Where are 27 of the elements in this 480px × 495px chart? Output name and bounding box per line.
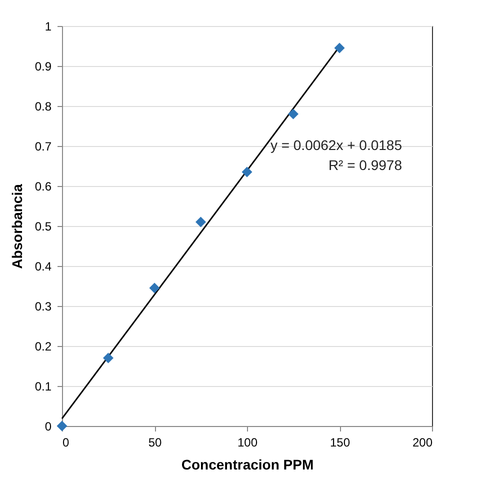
point [103,352,114,364]
y-tick-label: 0.5 [34,220,52,234]
y-tick-label: 0 [44,420,52,434]
x-tick-label: 100 [237,436,258,450]
y-tick-label: 0.2 [34,340,52,354]
point [196,216,206,228]
annotation: R² = 0.9978 [328,157,402,173]
x-tick-label: 150 [330,436,350,450]
point [149,282,160,294]
y-tick-label: 0.9 [34,60,52,74]
y-tick-label: 0.1 [34,380,52,394]
point [56,420,68,432]
x-tick-label: 0 [62,436,70,450]
annotation: y = 0.0062x + 0.0185 [270,137,402,153]
x-tick-label: 50 [148,436,162,450]
x-tick-label: 200 [412,436,433,450]
y-tick-label: 0.3 [34,300,52,314]
y-tick-label: 1 [44,20,52,34]
y-tick-label: 0.6 [34,180,52,194]
y-tick-label: 0.4 [34,260,52,274]
y-tick-label: 0.8 [34,100,52,114]
y-axis-title: Absorbancia [8,184,25,269]
y-tick-label: 0.7 [34,140,52,154]
point [334,42,345,54]
x-axis-title: Concentracion PPM [181,456,314,472]
point [242,166,252,178]
point [288,108,298,120]
